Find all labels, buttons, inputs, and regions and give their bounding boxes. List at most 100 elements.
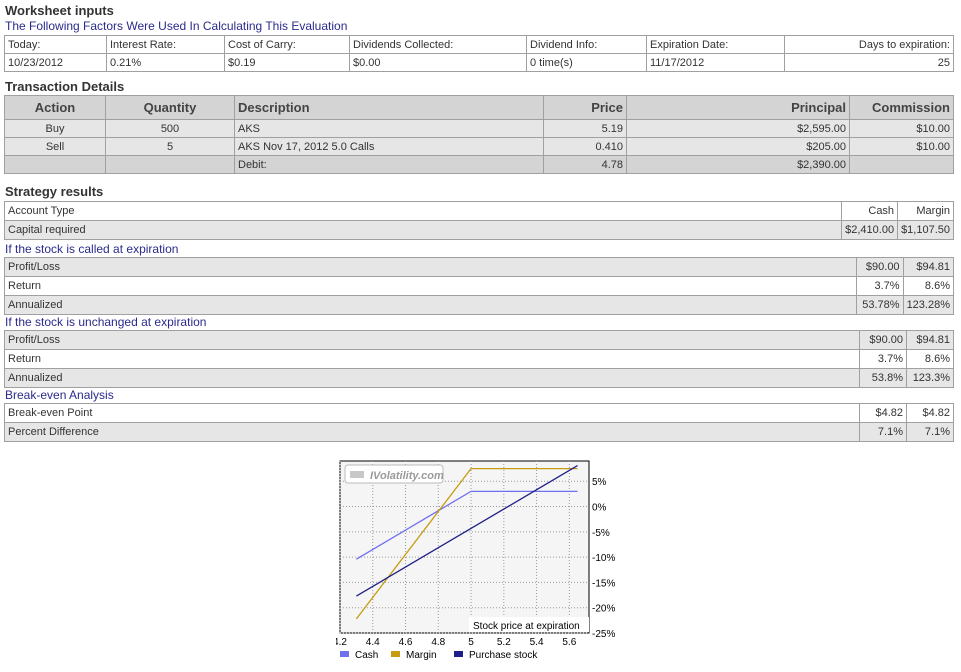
x-tick-label: 4.8 <box>431 637 445 648</box>
capital-required-margin: $1,107.50 <box>897 220 954 240</box>
y-tick-label: -10% <box>592 553 615 564</box>
cash-value: 3.7% <box>855 276 904 296</box>
debit-row: Debit: 4.78 $2,390.00 <box>4 155 954 174</box>
account-type-label: Account Type <box>3 201 843 221</box>
margin-value: $94.81 <box>902 257 955 277</box>
y-tick-label: -5% <box>592 528 610 539</box>
cell-price: 5.19 <box>543 119 627 138</box>
y-tick-label: -25% <box>592 629 615 640</box>
row-label: Percent Difference <box>4 422 860 442</box>
cell-quantity: 5 <box>105 137 235 156</box>
days-to-expiration-value: 25 <box>784 53 954 72</box>
watermark-box <box>344 464 444 484</box>
y-tick-labels: 5% 0% -5% -10% -15% -20% -25% <box>592 477 615 640</box>
called-title: If the stock is called at expiration <box>5 242 179 256</box>
row-label: Break-even Point <box>4 403 860 423</box>
xlabel-box <box>469 617 589 632</box>
table-row: Percent Difference 7.1% 7.1% <box>4 422 954 442</box>
legend-swatch <box>391 651 400 657</box>
col-principal: Principal <box>626 95 850 120</box>
cell-action: Sell <box>4 137 106 156</box>
account-type-row: Account Type Cash Margin <box>3 201 954 221</box>
cash-value: 53.8% <box>859 368 907 388</box>
table-row: Sell 5 AKS Nov 17, 2012 5.0 Calls 0.410 … <box>4 137 954 156</box>
table-row: Return 3.7% 8.6% <box>4 349 954 369</box>
chart-legend: Cash Margin Purchase stock <box>340 650 538 661</box>
worksheet-header-row: Today: Interest Rate: Cost of Carry: Div… <box>4 35 954 54</box>
cell-description: AKS <box>234 119 544 138</box>
y-tick-label: 5% <box>592 477 607 488</box>
cell-principal: $2,595.00 <box>626 119 850 138</box>
expiration-date-value: 11/17/2012 <box>646 53 785 72</box>
row-label: Profit/Loss <box>4 257 857 277</box>
unchanged-table: Profit/Loss $90.00 $94.81 Return 3.7% 8.… <box>4 330 954 388</box>
row-label: Return <box>4 276 857 296</box>
series-line <box>356 464 578 597</box>
cell-commission: $10.00 <box>849 119 954 138</box>
watermark-logo-icon <box>350 471 364 478</box>
cell-principal: $205.00 <box>626 137 850 156</box>
transactions-header-row: Action Quantity Description Price Princi… <box>4 95 954 120</box>
margin-value: 8.6% <box>902 276 955 296</box>
worksheet-inputs-table: Today: Interest Rate: Cost of Carry: Div… <box>4 35 954 72</box>
debit-price: 4.78 <box>543 155 627 174</box>
today-value: 10/23/2012 <box>4 53 107 72</box>
x-tick-label: 5.4 <box>530 637 544 648</box>
worksheet-subtitle: The Following Factors Were Used In Calcu… <box>5 19 348 33</box>
dividend-info-value: 0 time(s) <box>526 53 647 72</box>
x-tick-label: 4.2 <box>336 637 347 648</box>
cell-action: Buy <box>4 119 106 138</box>
table-row: Annualized 53.8% 123.3% <box>4 368 954 388</box>
profit-chart: IVolatility.com Stock price at expiratio… <box>336 460 615 661</box>
breakeven-table: Break-even Point $4.82 $4.82 Percent Dif… <box>4 403 954 442</box>
capital-required-row: Capital required $2,410.00 $1,107.50 <box>3 220 954 240</box>
account-cash-header: Cash <box>841 201 899 221</box>
days-to-expiration-label: Days to expiration: <box>784 35 954 54</box>
cell-quantity <box>105 155 235 174</box>
table-row: Annualized 53.78% 123.28% <box>4 295 955 315</box>
y-tick-label: 0% <box>592 503 607 514</box>
cash-value: $90.00 <box>855 257 904 277</box>
chart-grid <box>339 461 589 634</box>
margin-value: 7.1% <box>906 422 954 442</box>
breakeven-title: Break-even Analysis <box>5 388 114 402</box>
interest-rate-value: 0.21% <box>106 53 225 72</box>
margin-value: 123.3% <box>906 368 954 388</box>
legend-swatch <box>340 651 349 657</box>
x-tick-label: 5.2 <box>497 637 511 648</box>
table-row: Break-even Point $4.82 $4.82 <box>4 403 954 423</box>
table-row: Profit/Loss $90.00 $94.81 <box>4 330 954 350</box>
cell-commission <box>849 155 954 174</box>
row-label: Return <box>4 349 860 369</box>
cash-value: 3.7% <box>859 349 907 369</box>
row-label: Annualized <box>4 295 857 315</box>
margin-value: 123.28% <box>902 295 955 315</box>
called-table: Profit/Loss $90.00 $94.81 Return 3.7% 8.… <box>4 257 955 315</box>
series-line <box>355 467 578 620</box>
debit-label: Debit: <box>234 155 544 174</box>
col-commission: Commission <box>849 95 954 120</box>
table-row: Buy 500 AKS 5.19 $2,595.00 $10.00 <box>4 119 954 138</box>
margin-value: $4.82 <box>906 403 954 423</box>
row-label: Annualized <box>4 368 860 388</box>
col-price: Price <box>543 95 627 120</box>
table-row: Return 3.7% 8.6% <box>4 276 955 296</box>
cash-value: $4.82 <box>859 403 907 423</box>
x-tick-label: 5 <box>468 637 474 648</box>
transaction-details-title: Transaction Details <box>5 79 125 94</box>
cell-quantity: 500 <box>105 119 235 138</box>
cell-description: AKS Nov 17, 2012 5.0 Calls <box>234 137 544 156</box>
capital-required-label: Capital required <box>3 220 843 240</box>
x-tick-label: 5.6 <box>562 637 576 648</box>
worksheet-title: Worksheet inputs <box>5 3 114 18</box>
chart-xlabel: Stock price at expiration <box>473 621 580 632</box>
table-row: Profit/Loss $90.00 $94.81 <box>4 257 955 277</box>
col-action: Action <box>4 95 106 120</box>
col-description: Description <box>234 95 544 120</box>
chart-series <box>355 464 578 620</box>
col-quantity: Quantity <box>105 95 235 120</box>
cash-value: $90.00 <box>859 330 907 350</box>
y-tick-label: -20% <box>592 604 615 615</box>
legend-label: Cash <box>355 650 378 661</box>
strategy-results-title: Strategy results <box>5 184 104 199</box>
